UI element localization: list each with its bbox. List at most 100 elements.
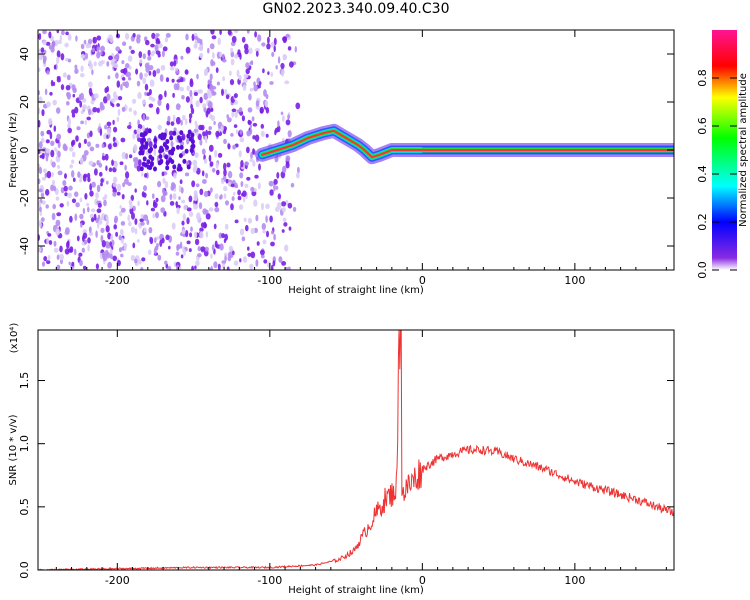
noise-speckle xyxy=(91,69,94,76)
noise-speckle xyxy=(56,30,60,34)
noise-speckle xyxy=(219,30,222,35)
noise-speckle xyxy=(71,170,75,178)
noise-speckle xyxy=(65,31,69,36)
noise-speckle xyxy=(247,246,250,251)
noise-speckle xyxy=(82,235,85,242)
noise-speckle xyxy=(132,242,136,249)
noise-speckle xyxy=(262,68,265,74)
noise-speckle xyxy=(124,164,127,171)
noise-speckle xyxy=(211,168,216,173)
noise-speckle xyxy=(287,266,291,270)
noise-speckle xyxy=(41,152,45,160)
noise-speckle xyxy=(186,133,191,139)
noise-speckle xyxy=(166,103,170,111)
noise-speckle xyxy=(156,68,161,74)
noise-speckle xyxy=(143,144,148,150)
noise-speckle xyxy=(274,129,277,136)
noise-speckle xyxy=(208,144,214,152)
noise-speckle xyxy=(233,260,239,266)
snr-line xyxy=(38,330,674,570)
noise-speckle xyxy=(201,170,205,177)
noise-speckle xyxy=(272,260,276,267)
noise-speckle xyxy=(116,103,120,107)
noise-speckle xyxy=(178,153,183,159)
noise-speckle xyxy=(285,267,289,270)
noise-speckle xyxy=(236,69,240,78)
noise-speckle xyxy=(64,42,69,48)
flat-band-2 xyxy=(422,149,674,151)
noise-speckle xyxy=(184,69,189,75)
noise-speckle xyxy=(216,169,220,176)
noise-speckle xyxy=(230,183,235,188)
noise-speckle xyxy=(171,78,175,83)
noise-speckle xyxy=(105,214,109,221)
noise-speckle xyxy=(165,77,170,83)
noise-speckle xyxy=(281,207,286,213)
x-tick-label: -100 xyxy=(257,274,282,287)
noise-speckle xyxy=(136,128,142,134)
noise-speckle xyxy=(173,83,178,91)
noise-speckle xyxy=(161,171,165,177)
noise-speckle xyxy=(184,118,188,125)
noise-speckle xyxy=(230,47,234,53)
noise-speckle xyxy=(142,156,147,162)
noise-speckle xyxy=(99,171,103,177)
y-tick-label: 1.5 xyxy=(18,372,31,390)
noise-speckle xyxy=(172,183,177,189)
noise-speckle xyxy=(133,144,138,152)
noise-speckle xyxy=(190,132,195,138)
noise-speckle xyxy=(209,84,214,92)
noise-speckle xyxy=(57,165,61,169)
noise-speckle xyxy=(283,54,288,60)
noise-speckle xyxy=(182,114,186,121)
noise-speckle xyxy=(283,222,288,227)
noise-speckle xyxy=(87,244,90,252)
noise-speckle xyxy=(226,266,230,270)
noise-speckle xyxy=(125,171,130,179)
noise-speckle xyxy=(231,108,237,113)
noise-speckle xyxy=(172,92,175,98)
noise-speckle xyxy=(264,100,269,108)
noise-speckle xyxy=(96,51,101,59)
noise-speckle xyxy=(250,151,253,159)
noise-speckle xyxy=(275,185,279,190)
noise-speckle xyxy=(139,132,144,138)
noise-speckle xyxy=(270,72,273,77)
noise-speckle xyxy=(106,121,112,127)
noise-speckle xyxy=(266,43,271,50)
noise-speckle xyxy=(178,196,181,201)
noise-speckle xyxy=(116,116,120,123)
noise-speckle xyxy=(41,177,46,181)
noise-speckle xyxy=(233,124,238,128)
noise-speckle xyxy=(227,143,231,150)
noise-speckle xyxy=(79,157,84,165)
noise-speckle xyxy=(76,126,81,131)
noise-speckle xyxy=(53,185,56,192)
noise-speckle xyxy=(230,133,234,137)
noise-speckle xyxy=(200,222,206,228)
noise-speckle xyxy=(53,64,57,70)
noise-speckle xyxy=(59,253,64,261)
noise-speckle xyxy=(252,135,256,140)
noise-speckle xyxy=(249,263,254,270)
noise-speckle xyxy=(165,160,170,166)
noise-speckle xyxy=(231,111,235,118)
noise-speckle xyxy=(219,195,222,200)
noise-speckle xyxy=(52,203,56,210)
noise-speckle xyxy=(251,116,255,122)
noise-speckle xyxy=(152,70,157,77)
noise-speckle xyxy=(188,113,193,119)
noise-speckle xyxy=(79,259,83,267)
noise-speckle xyxy=(62,72,67,78)
y-tick-label: -20 xyxy=(18,189,31,207)
noise-speckle xyxy=(142,77,147,85)
noise-speckle xyxy=(179,179,183,184)
noise-speckle xyxy=(181,95,185,100)
noise-speckle xyxy=(158,94,163,101)
noise-speckle xyxy=(172,130,177,136)
noise-speckle xyxy=(276,125,281,133)
noise-speckle xyxy=(253,84,258,92)
noise-speckle xyxy=(137,200,140,207)
noise-speckle xyxy=(296,172,300,179)
noise-speckle xyxy=(183,250,186,256)
